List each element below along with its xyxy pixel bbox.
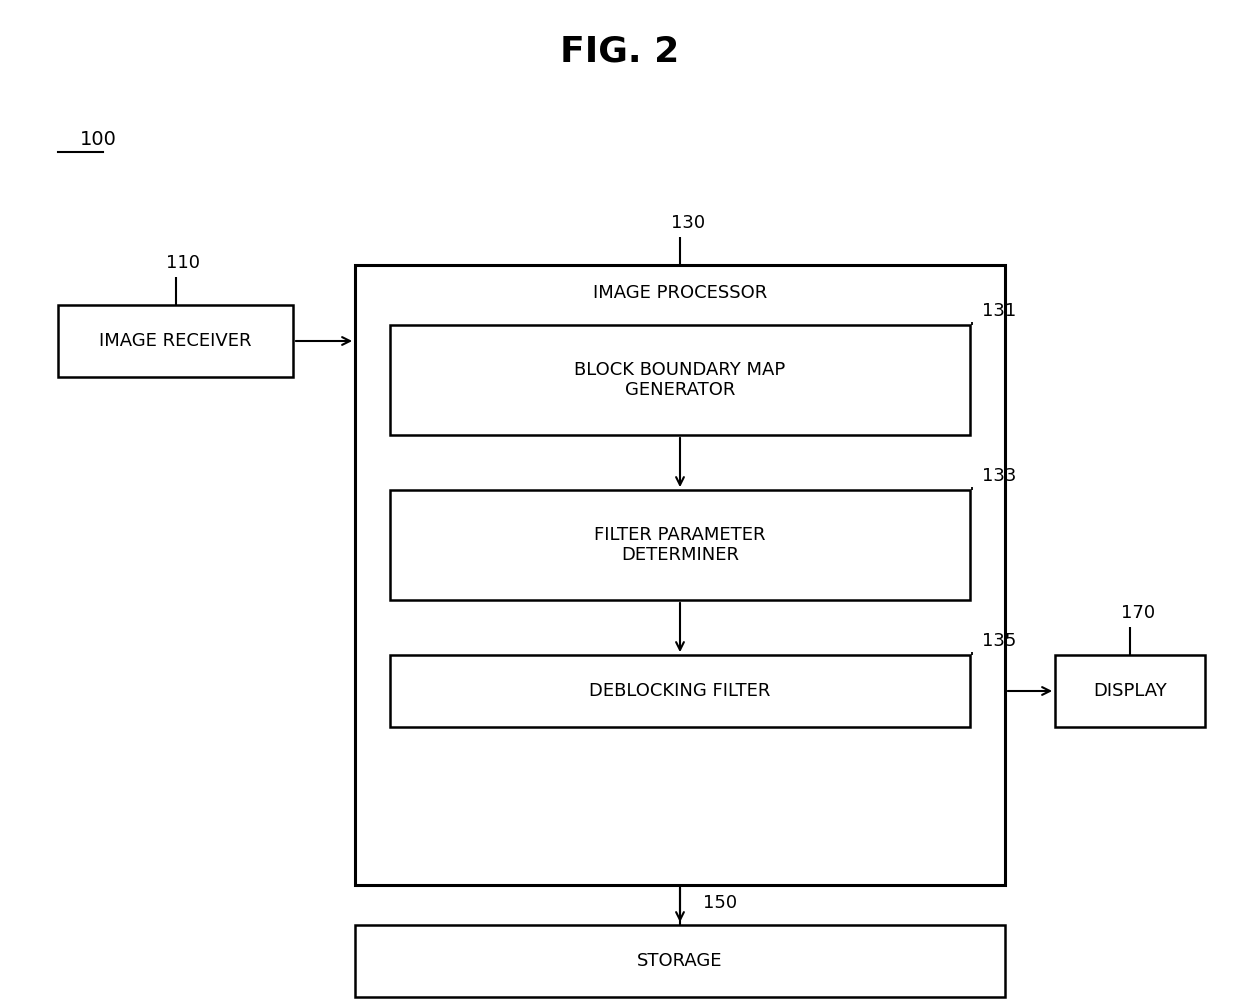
Bar bbox=[391, 490, 970, 600]
Text: 150: 150 bbox=[703, 894, 737, 912]
Text: 133: 133 bbox=[982, 467, 1017, 485]
Bar bbox=[1055, 655, 1205, 727]
Bar bbox=[355, 925, 1004, 997]
Text: IMAGE PROCESSOR: IMAGE PROCESSOR bbox=[593, 284, 768, 302]
Bar bbox=[391, 325, 970, 435]
Text: BLOCK BOUNDARY MAP
GENERATOR: BLOCK BOUNDARY MAP GENERATOR bbox=[574, 360, 786, 399]
Text: 100: 100 bbox=[81, 130, 117, 149]
Bar bbox=[58, 305, 293, 377]
Text: 170: 170 bbox=[1121, 604, 1156, 622]
Text: DISPLAY: DISPLAY bbox=[1094, 682, 1167, 700]
Text: 135: 135 bbox=[982, 632, 1017, 650]
Bar bbox=[391, 655, 970, 727]
Text: 130: 130 bbox=[671, 214, 706, 232]
Text: FILTER PARAMETER
DETERMINER: FILTER PARAMETER DETERMINER bbox=[594, 526, 766, 565]
Text: 131: 131 bbox=[982, 302, 1017, 320]
Text: 110: 110 bbox=[166, 254, 201, 272]
Text: FIG. 2: FIG. 2 bbox=[560, 35, 680, 69]
Bar bbox=[355, 265, 1004, 885]
Text: STORAGE: STORAGE bbox=[637, 952, 723, 970]
Text: IMAGE RECEIVER: IMAGE RECEIVER bbox=[99, 332, 252, 350]
Text: DEBLOCKING FILTER: DEBLOCKING FILTER bbox=[589, 682, 771, 700]
